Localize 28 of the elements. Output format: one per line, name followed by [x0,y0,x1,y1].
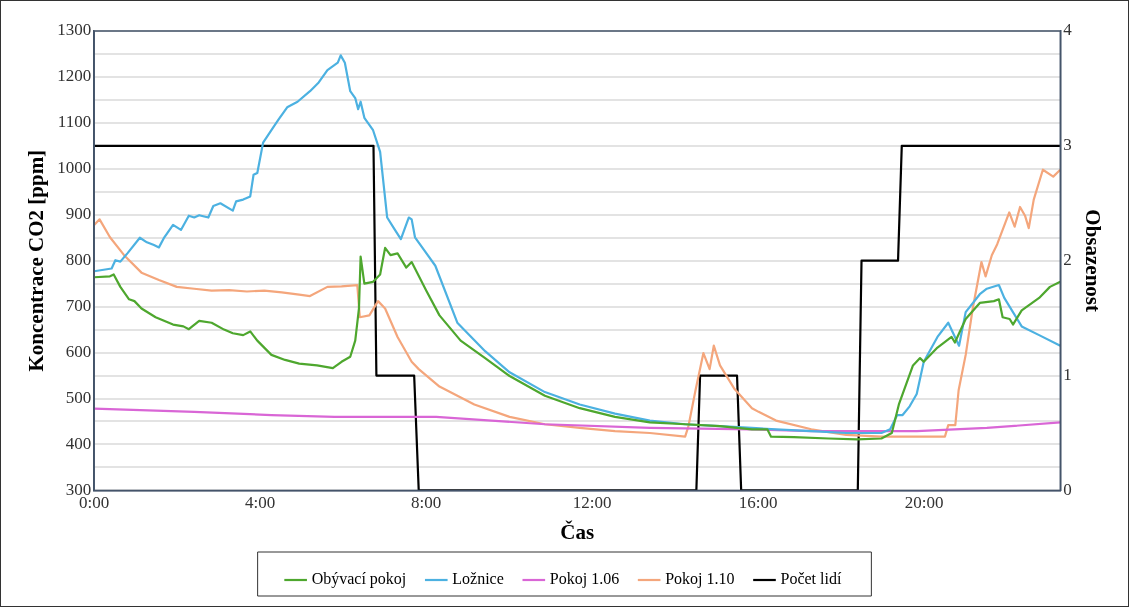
x-tick-label: 8:00 [411,493,442,513]
y-axis-title: Koncentrace CO2 [ppm] [24,149,49,372]
y-tick-label: 1000 [57,158,92,178]
y-tick-label: 700 [65,296,92,316]
legend-label: Počet lidí [780,570,842,588]
y-tick-label: 800 [65,250,92,270]
x-tick-label: 16:00 [738,493,778,513]
y2-tick-label: 1 [1063,365,1072,385]
y-tick-label: 500 [65,387,92,407]
x-tick-label: 12:00 [572,493,612,513]
y2-tick-label: 0 [1063,479,1072,499]
x-axis-title: Čas [560,519,595,544]
y-tick-label: 1300 [57,20,92,40]
y-tick-label: 1100 [57,112,92,132]
legend-label: Ložnice [452,570,504,588]
legend-label: Obývací pokoj [311,570,407,589]
x-tick-label: 4:00 [245,493,276,513]
y-tick-label: 600 [65,342,92,362]
y-tick-label: 1200 [57,66,92,86]
y2-axis-title: Obsazenost [1080,209,1105,313]
y2-tick-label: 2 [1063,250,1072,270]
y-tick-label: 400 [65,433,92,453]
y2-tick-label: 4 [1063,20,1073,40]
x-tick-label: 20:00 [904,493,944,513]
legend-label: Pokoj 1.10 [665,570,735,589]
legend-label: Pokoj 1.06 [549,570,620,589]
y-tick-label: 900 [65,204,92,224]
y2-tick-label: 3 [1063,135,1072,155]
